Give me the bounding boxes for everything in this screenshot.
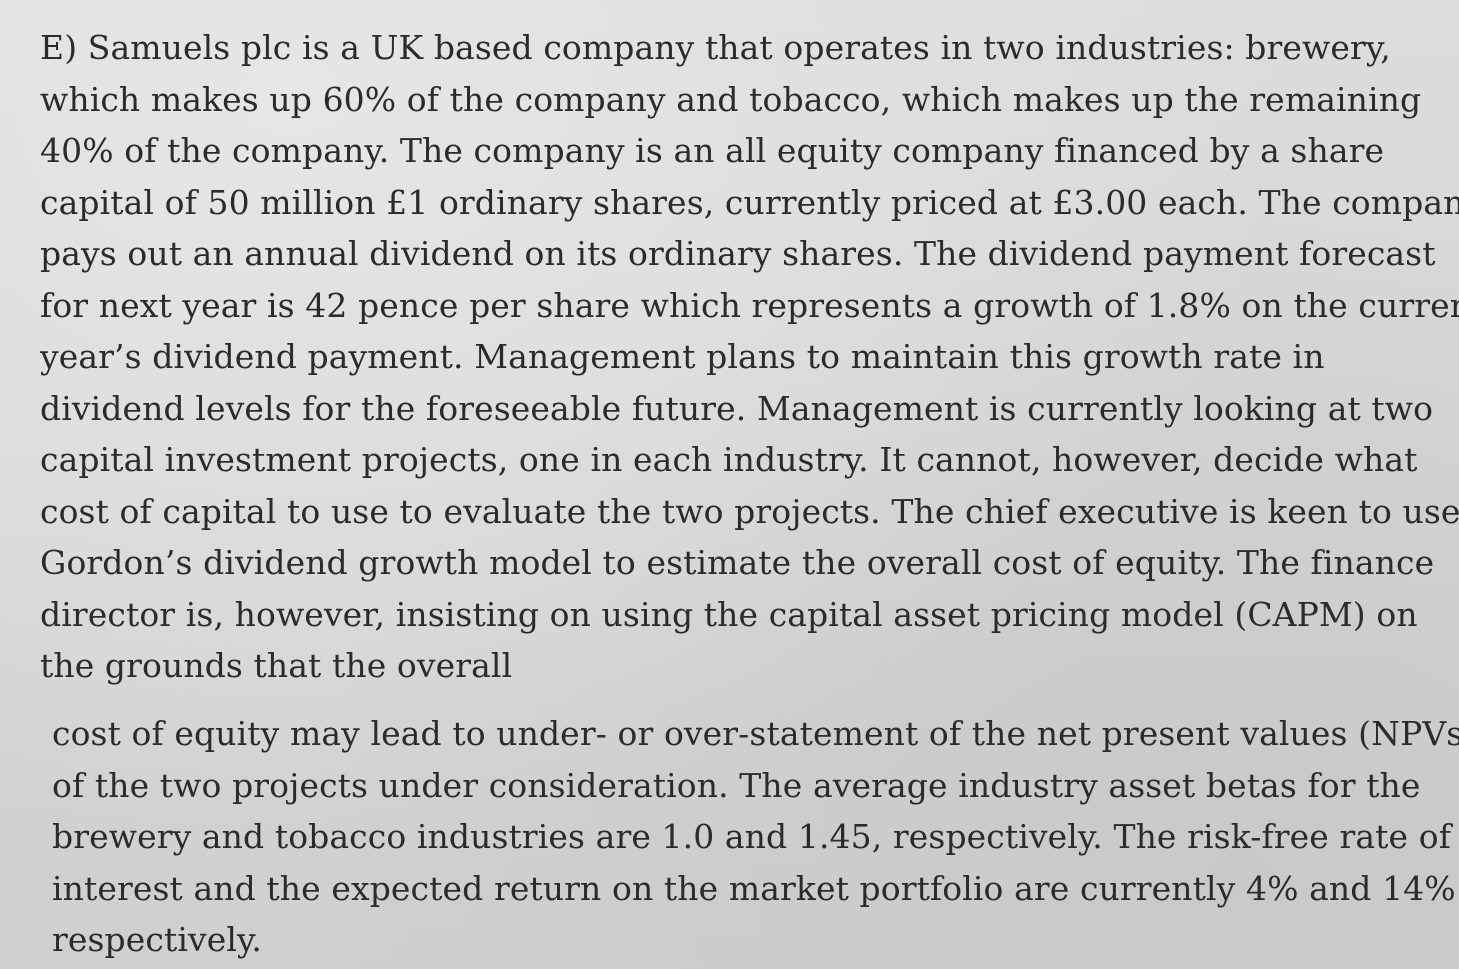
text-line: interest and the expected return on the …: [52, 868, 1456, 908]
text-line: pays out an annual dividend on its ordin…: [40, 234, 1436, 273]
text-line: capital of 50 million £1 ordinary shares…: [40, 182, 1459, 222]
text-line: dividend levels for the foreseeable futu…: [40, 388, 1434, 428]
text-line: cost of equity may lead to under- or ove…: [52, 714, 1459, 753]
text-line: capital investment projects, one in each…: [40, 440, 1418, 479]
text-line: cost of capital to use to evaluate the t…: [40, 491, 1459, 531]
text-line: for next year is 42 pence per share whic…: [40, 285, 1459, 325]
question-text-part-2: cost of equity may lead to under- or ove…: [52, 708, 1459, 966]
text-line: the grounds that the overall: [40, 646, 513, 685]
text-line: year’s dividend payment. Management plan…: [40, 337, 1325, 376]
text-line: 40% of the company. The company is an al…: [40, 131, 1385, 170]
text-line: Gordon’s dividend growth model to estima…: [40, 543, 1435, 582]
text-line: brewery and tobacco industries are 1.0 a…: [52, 817, 1452, 856]
text-line: E) Samuels plc is a UK based company tha…: [40, 28, 1391, 67]
text-line: which makes up 60% of the company and to…: [40, 79, 1422, 119]
question-text-part-1: E) Samuels plc is a UK based company tha…: [40, 22, 1459, 692]
text-line: director is, however, insisting on using…: [40, 594, 1418, 634]
text-line: respectively.: [52, 920, 262, 959]
text-line: of the two projects under consideration.…: [52, 765, 1421, 805]
